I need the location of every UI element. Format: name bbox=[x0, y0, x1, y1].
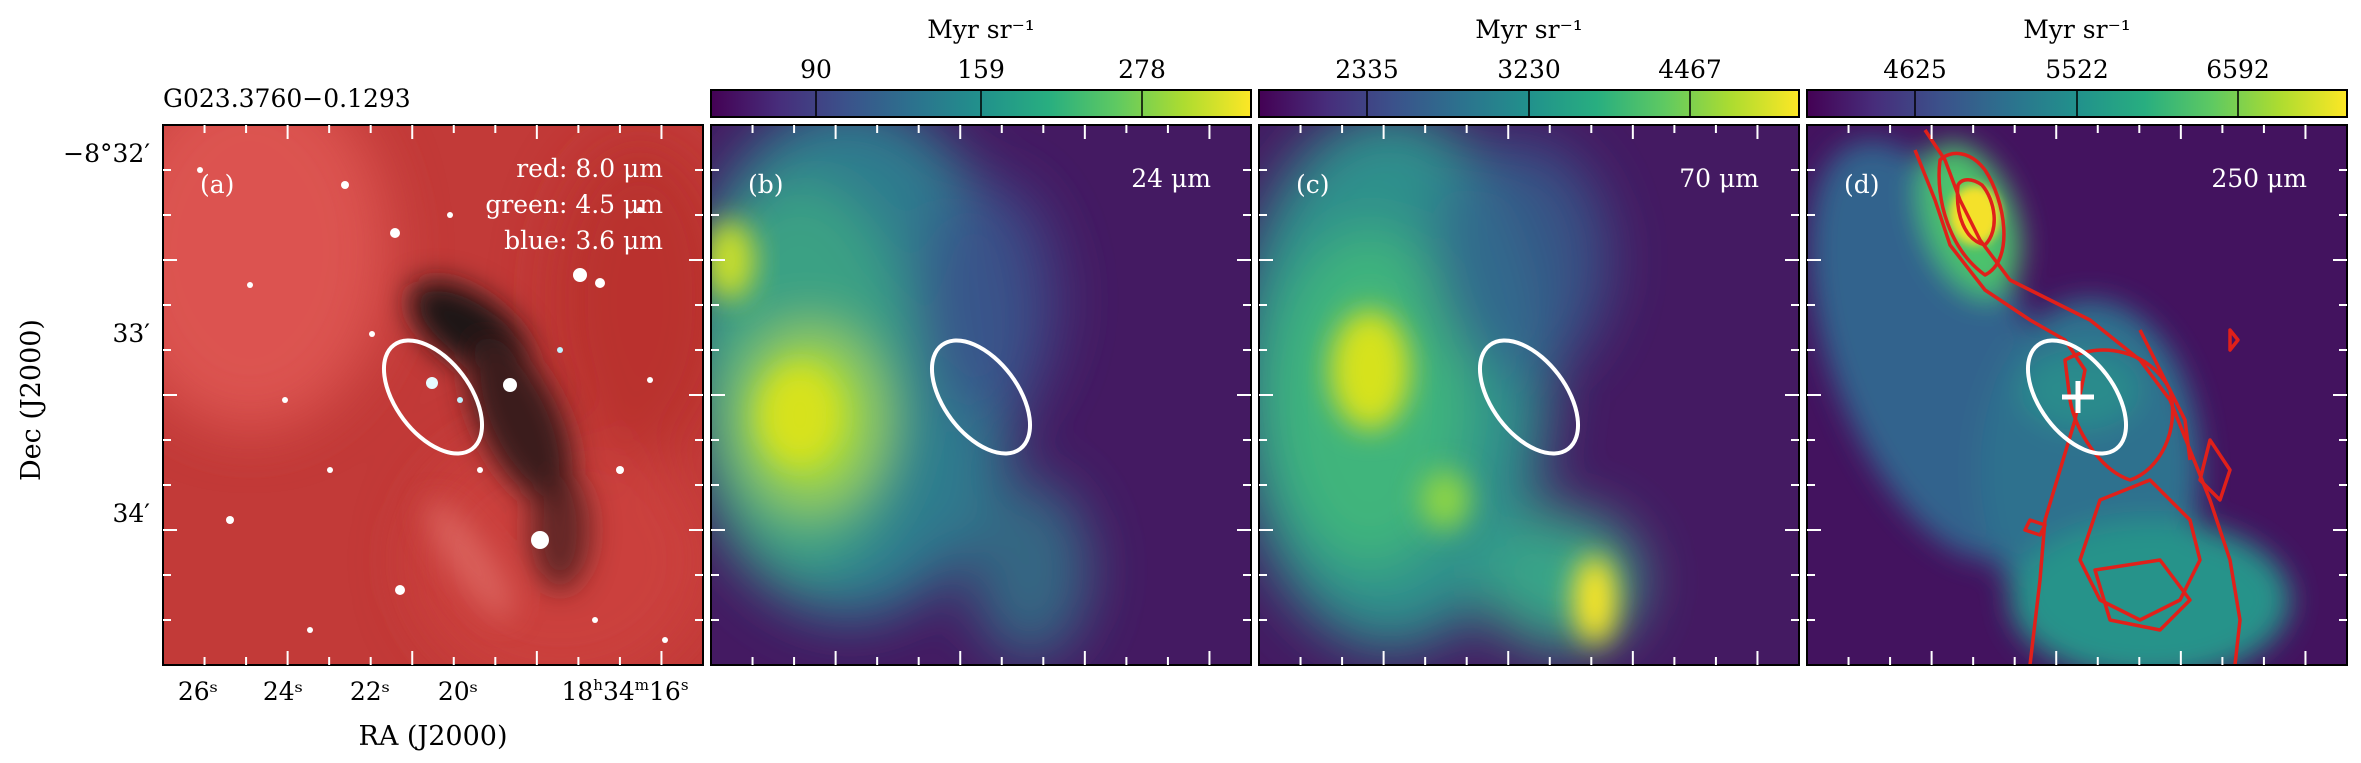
colorbar-tick-d-0: 4625 bbox=[1883, 55, 1947, 84]
y-axis-label: Dec (J2000) bbox=[16, 319, 47, 481]
colorbar-tick-b-1: 159 bbox=[957, 55, 1005, 84]
colorbar-tick-c-2: 4467 bbox=[1658, 55, 1722, 84]
colorbar-b: Myr sr⁻¹ 90 159 278 bbox=[710, 15, 1252, 118]
panel-d-image bbox=[1807, 125, 2347, 665]
legend-green: green: 4.5 μm bbox=[485, 190, 663, 219]
ra-tick-1: 24ˢ bbox=[263, 677, 303, 706]
cross-marker bbox=[2062, 381, 2094, 413]
colorbar-unit-c: Myr sr⁻¹ bbox=[1475, 15, 1583, 44]
colorbar-c: Myr sr⁻¹ 2335 3230 4467 bbox=[1258, 15, 1800, 118]
colorbar-tick-c-0: 2335 bbox=[1335, 55, 1399, 84]
ra-tick-3: 20ˢ bbox=[438, 677, 478, 706]
ra-tick-2: 22ˢ bbox=[350, 677, 390, 706]
colorbar-tick-b-0: 90 bbox=[800, 55, 832, 84]
aperture-ellipse bbox=[381, 338, 485, 456]
panel-b: (b) 24 μm bbox=[710, 124, 1252, 666]
x-axis-label: RA (J2000) bbox=[358, 721, 507, 752]
legend-red: red: 8.0 μm bbox=[516, 154, 663, 183]
legend-blue: blue: 3.6 μm bbox=[504, 226, 663, 255]
panel-d: (d) 250 μm bbox=[1806, 124, 2348, 666]
ra-tick-0: 26ˢ bbox=[178, 677, 218, 706]
colorbar-tick-b-2: 278 bbox=[1118, 55, 1166, 84]
aperture-ellipse bbox=[1477, 338, 1581, 456]
band-label-d: 250 μm bbox=[2211, 164, 2307, 193]
panel-a-image bbox=[163, 125, 703, 665]
colorbar-d: Myr sr⁻¹ 4625 5522 6592 bbox=[1806, 15, 2348, 118]
aperture-ellipse bbox=[2025, 338, 2129, 456]
panel-c-image bbox=[1259, 125, 1799, 665]
dec-tick-2: 34′ bbox=[113, 499, 151, 528]
colorbar-unit-d: Myr sr⁻¹ bbox=[2023, 15, 2131, 44]
star-field bbox=[197, 167, 668, 643]
source-name: G023.3760−0.1293 bbox=[163, 84, 411, 113]
contours bbox=[1913, 129, 2242, 665]
band-label-c: 70 μm bbox=[1679, 164, 1759, 193]
frame-ticks bbox=[163, 125, 2347, 665]
panel-tag-d: (d) bbox=[1844, 170, 1880, 199]
panel-a: (a) red: 8.0 μm green: 4.5 μm blue: 3.6 … bbox=[162, 84, 704, 666]
colorbar-tick-d-1: 5522 bbox=[2045, 55, 2109, 84]
aperture-ellipse bbox=[929, 338, 1033, 456]
panel-c: (c) 70 μm bbox=[1258, 124, 1800, 666]
panel-tag-c: (c) bbox=[1296, 170, 1330, 199]
colorbar-unit-b: Myr sr⁻¹ bbox=[927, 15, 1035, 44]
ra-tick-4: 18h34m16s bbox=[561, 676, 688, 706]
dec-tick-0: −8°32′ bbox=[63, 139, 150, 168]
panel-tag-b: (b) bbox=[748, 170, 784, 199]
dec-tick-1: 33′ bbox=[113, 319, 151, 348]
panel-tag-a: (a) bbox=[200, 170, 234, 199]
panel-b-image bbox=[711, 125, 1251, 665]
colorbar-tick-c-1: 3230 bbox=[1497, 55, 1561, 84]
colorbar-tick-d-2: 6592 bbox=[2206, 55, 2270, 84]
band-label-b: 24 μm bbox=[1131, 164, 1211, 193]
